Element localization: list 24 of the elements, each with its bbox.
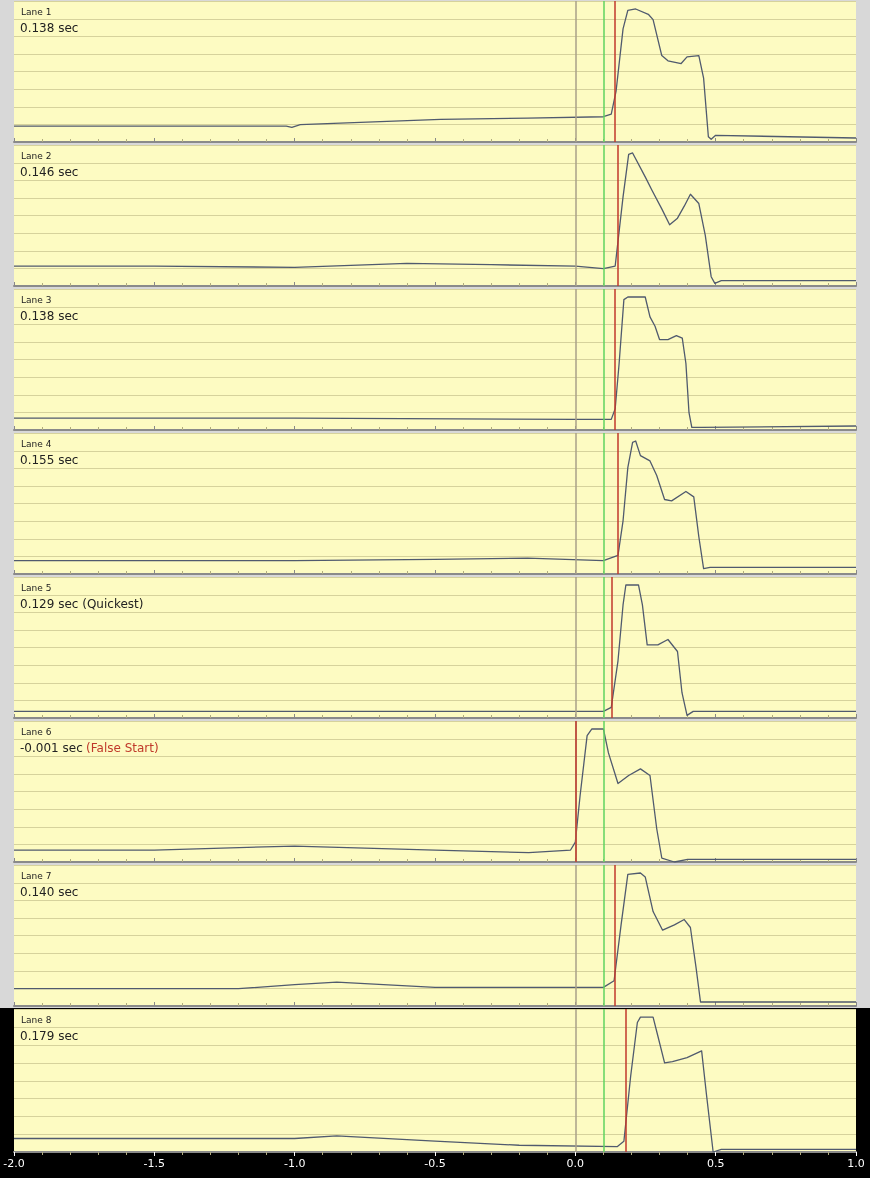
annotation: 0.179 sec: [20, 1029, 79, 1043]
chart-title: Lane 8: [21, 1014, 52, 1025]
annotation: (False Start): [86, 741, 159, 755]
chart-title: Lane 4: [21, 438, 52, 449]
chart-title: Lane 5: [21, 582, 52, 593]
x-tick-label: -1.0: [283, 1157, 306, 1170]
chart-title: Lane 7: [21, 870, 52, 881]
x-tick-label: 0.5: [706, 1157, 725, 1170]
x-tick-label: -2.0: [3, 1157, 25, 1170]
annotation: 0.155 sec: [20, 453, 79, 467]
annotation: 0.146 sec: [20, 165, 79, 179]
x-tick-label: -0.5: [424, 1157, 446, 1170]
chart-title: Lane 1: [21, 6, 52, 17]
annotation: 0.129 sec (Quickest): [20, 597, 144, 611]
x-tick-label: 0.0: [566, 1157, 585, 1170]
x-tick-label: -1.5: [143, 1157, 166, 1170]
chart-title: Lane 3: [21, 294, 52, 305]
chart-title: Lane 6: [21, 726, 52, 737]
annotation: 0.138 sec: [20, 21, 79, 35]
x-tick-label: 1.0: [847, 1157, 865, 1170]
annotation: -0.001 sec: [20, 741, 83, 755]
chart-title: Lane 2: [21, 150, 52, 161]
annotation: 0.138 sec: [20, 309, 79, 323]
annotation: 0.140 sec: [20, 885, 79, 899]
